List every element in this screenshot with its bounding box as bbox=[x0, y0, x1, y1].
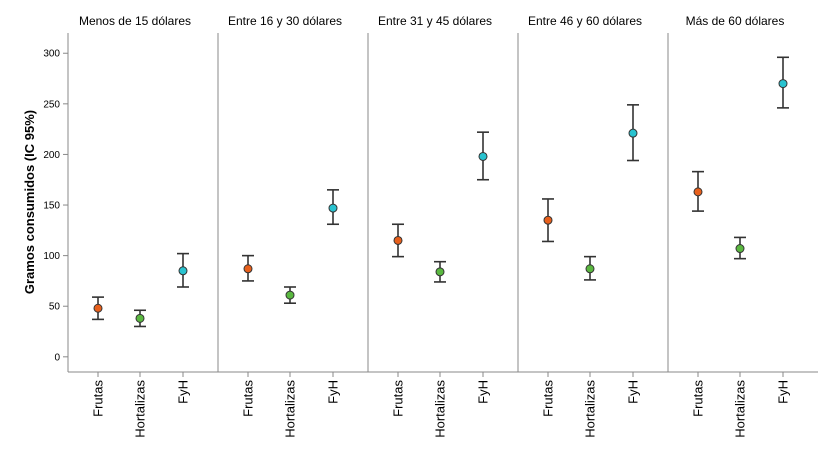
y-axis: 0 50 100 150 200 250 300 bbox=[43, 49, 68, 363]
category-label: Frutas bbox=[541, 380, 556, 417]
y-tick-label-3: 150 bbox=[43, 201, 60, 212]
mean-point bbox=[585, 264, 595, 274]
panel-1: Entre 16 y 30 dólares Frutas Hortalizas FyH bbox=[217, 14, 368, 438]
category-label: FyH bbox=[176, 380, 191, 404]
category-label: Frutas bbox=[691, 380, 706, 417]
mean-point bbox=[478, 151, 488, 161]
y-tick-label-6: 300 bbox=[43, 49, 60, 60]
y-tick-label-4: 200 bbox=[43, 150, 60, 161]
category-label: FyH bbox=[476, 380, 491, 404]
mean-point bbox=[285, 290, 295, 300]
category-label: FyH bbox=[326, 380, 341, 404]
mean-point bbox=[435, 267, 445, 277]
mean-point bbox=[393, 235, 403, 245]
mean-point bbox=[693, 187, 703, 197]
panel-0: Menos de 15 dólares Frutas Hortalizas FyH bbox=[67, 14, 218, 438]
y-axis-label: Gramos consumidos (IC 95%) bbox=[22, 110, 37, 294]
panel-4: Más de 60 dólares Frutas Hortalizas FyH bbox=[667, 14, 818, 438]
panel-title: Entre 31 y 45 dólares bbox=[378, 14, 492, 28]
panel-title: Entre 46 y 60 dólares bbox=[528, 14, 642, 28]
category-label: FyH bbox=[776, 380, 791, 404]
mean-point bbox=[178, 266, 188, 276]
category-label: Frutas bbox=[391, 380, 406, 417]
category-label: Frutas bbox=[91, 380, 106, 417]
mean-point bbox=[243, 264, 253, 274]
panel-title: Menos de 15 dólares bbox=[79, 14, 191, 28]
y-tick-label-0: 0 bbox=[54, 352, 60, 363]
category-label: Hortalizas bbox=[733, 380, 748, 438]
mean-point bbox=[628, 128, 638, 138]
mean-point bbox=[93, 303, 103, 313]
category-label: Hortalizas bbox=[583, 380, 598, 438]
mean-point bbox=[135, 313, 145, 323]
panel-title: Más de 60 dólares bbox=[686, 14, 785, 28]
panel-2: Entre 31 y 45 dólares Frutas Hortalizas FyH bbox=[367, 14, 518, 438]
y-tick-label-2: 100 bbox=[43, 251, 60, 262]
mean-point bbox=[735, 244, 745, 254]
mean-point bbox=[328, 203, 338, 213]
mean-point bbox=[778, 79, 788, 89]
mean-point bbox=[543, 215, 553, 225]
category-label: FyH bbox=[626, 380, 641, 404]
category-label: Hortalizas bbox=[283, 380, 298, 438]
category-label: Frutas bbox=[241, 380, 256, 417]
y-tick-label-5: 250 bbox=[43, 99, 60, 110]
category-label: Hortalizas bbox=[133, 380, 148, 438]
panel-title: Entre 16 y 30 dólares bbox=[228, 14, 342, 28]
panel-3: Entre 46 y 60 dólares Frutas Hortalizas FyH bbox=[517, 14, 668, 438]
y-tick-label-1: 50 bbox=[49, 302, 61, 313]
category-label: Hortalizas bbox=[433, 380, 448, 438]
